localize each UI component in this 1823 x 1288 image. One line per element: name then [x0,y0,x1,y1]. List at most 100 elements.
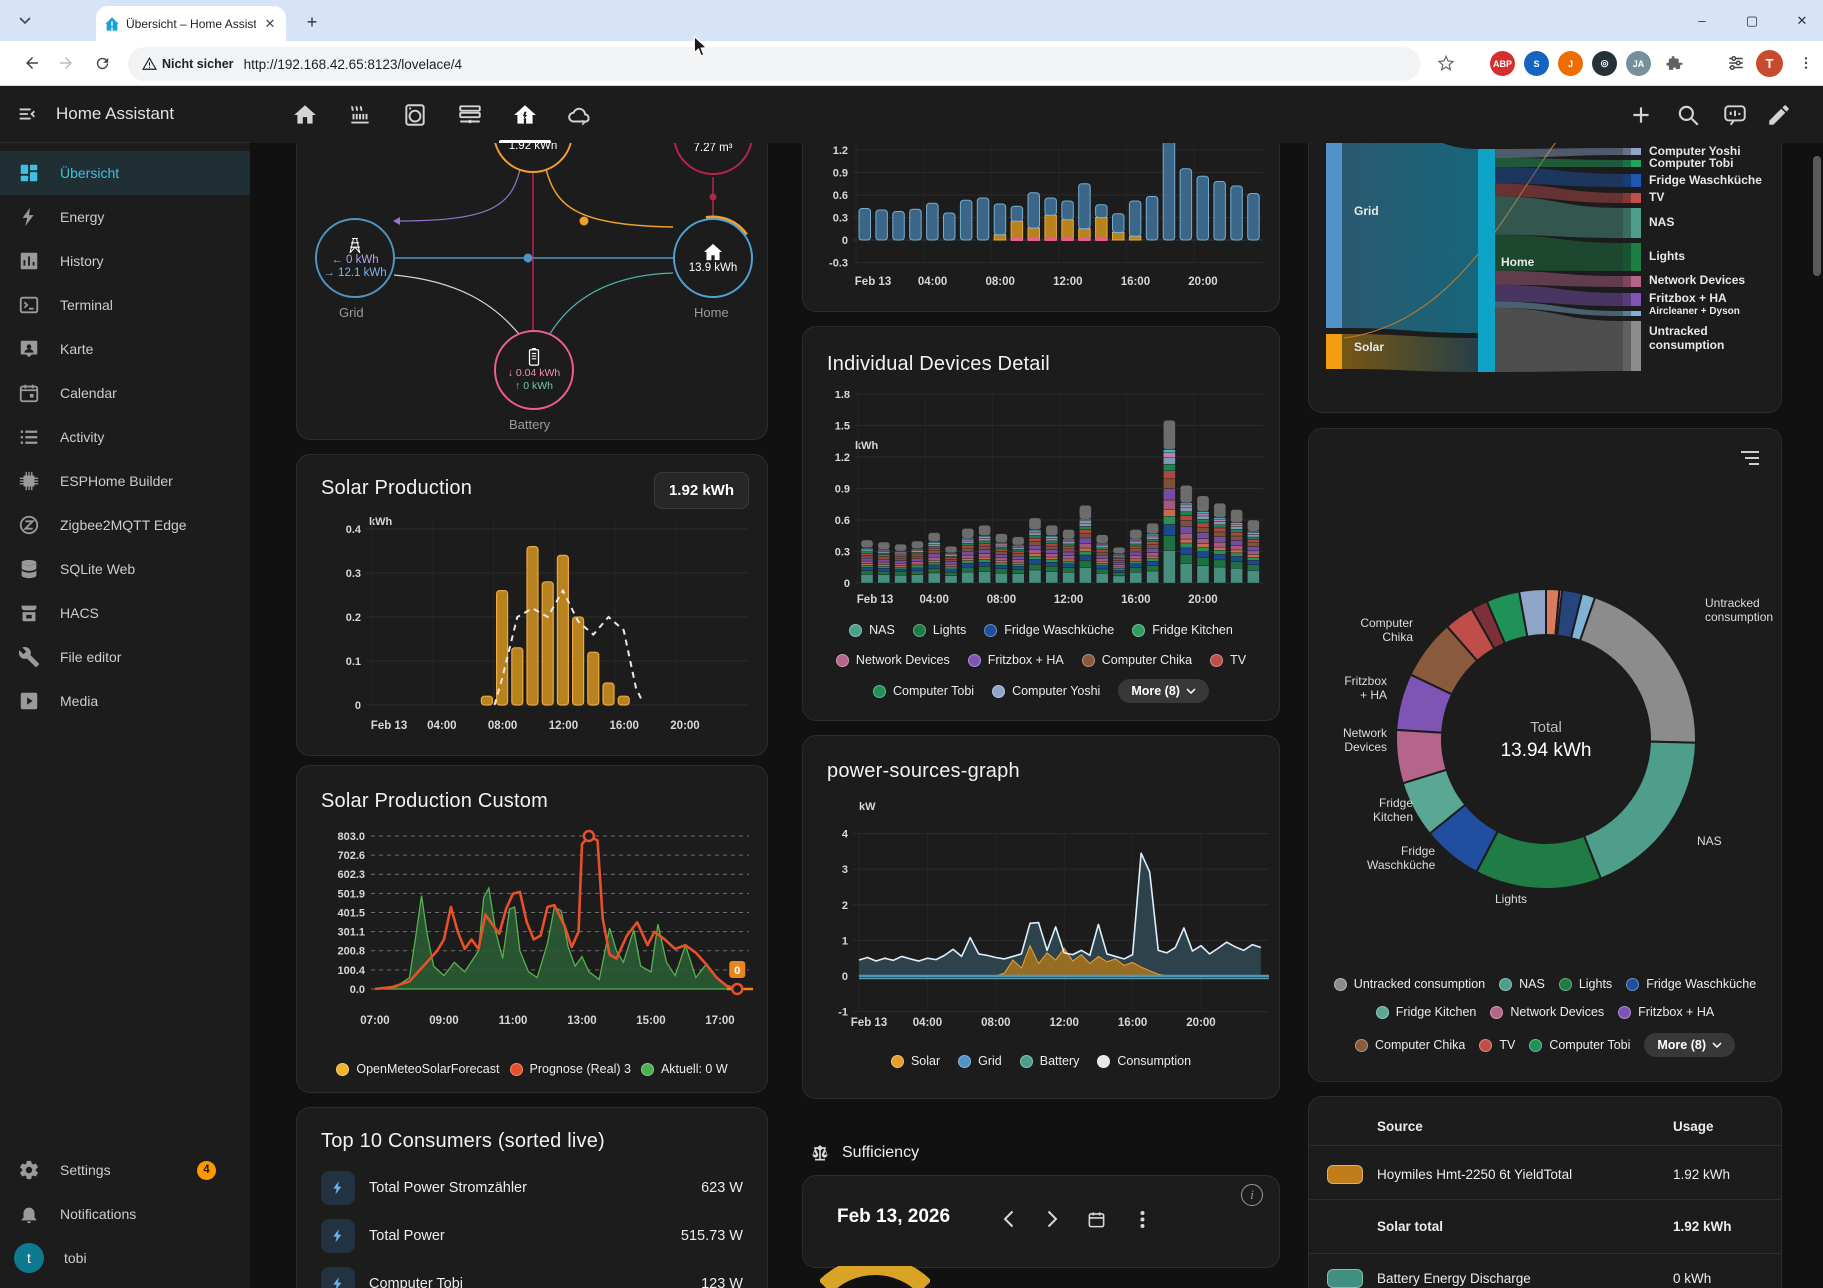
legend-item[interactable]: Grid [958,1054,1002,1068]
legend-item[interactable]: Fridge Kitchen [1375,1005,1476,1019]
legend-item[interactable]: Network Devices [1490,1005,1604,1019]
tab-covers-icon[interactable] [457,102,483,128]
date-prev-button[interactable] [991,1202,1025,1236]
legend-item[interactable]: Aktuell: 0 W [640,1062,728,1076]
sidebar-item-file-editor[interactable]: File editor [0,635,250,679]
security-warning[interactable]: Nicht sicher [142,57,234,71]
svg-text:702.6: 702.6 [337,850,365,862]
home-node[interactable]: 13.9 kWh [673,218,753,298]
sliders-icon[interactable] [1722,49,1750,77]
extension-blue-icon[interactable]: S [1524,51,1549,76]
grid-node[interactable]: ← 0 kWh → 12.1 kWh [315,218,395,298]
legend-item[interactable]: Fritzbox + HA [1618,1005,1714,1019]
window-minimize-button[interactable]: – [1698,13,1706,28]
legend-item[interactable]: TV [1479,1038,1515,1052]
add-icon[interactable] [1628,102,1654,128]
window-maximize-button[interactable]: ▢ [1745,12,1759,28]
tab-search-button[interactable] [12,8,38,34]
legend-item[interactable]: Computer Yoshi [992,684,1100,698]
date-next-button[interactable] [1035,1202,1069,1236]
legend-item[interactable]: Computer Tobi [873,684,974,698]
sort-menu-icon[interactable] [1741,451,1759,465]
page-scrollbar[interactable] [1813,156,1821,276]
sidebar-item-activity[interactable]: Activity [0,415,250,459]
sidebar-item-settings[interactable]: Settings 4 [0,1148,250,1192]
sidebar-item-history[interactable]: History [0,239,250,283]
legend-more-button[interactable]: More (8) [1118,679,1209,703]
sidebar-item-calendar[interactable]: Calendar [0,371,250,415]
tab-energy-icon[interactable] [512,102,538,128]
assist-chat-icon[interactable] [1722,102,1748,128]
legend-more-button[interactable]: More (8) [1644,1033,1735,1057]
legend-item[interactable]: OpenMeteoSolarForecast [336,1062,500,1076]
sidebar-toggle-icon[interactable] [16,103,38,125]
legend-item[interactable]: Network Devices [835,653,950,667]
sankey-solar-label: Solar [1354,340,1385,354]
legend-item[interactable]: Solar [890,1054,940,1068]
sidebar-item-esphome[interactable]: ESPHome Builder [0,459,250,503]
svg-text:20:00: 20:00 [1186,1017,1215,1029]
legend-item[interactable]: Computer Chika [1355,1038,1465,1052]
consumer-row[interactable]: Computer Tobi 123 W [321,1266,743,1288]
sidebar-item-terminal[interactable]: Terminal [0,283,250,327]
extension-adblock-icon[interactable]: ABP [1490,51,1515,76]
new-tab-button[interactable]: + [306,12,318,32]
extension-orange-icon[interactable]: J [1558,51,1583,76]
calendar-picker-icon[interactable] [1079,1202,1113,1236]
reload-button[interactable] [88,49,116,77]
tab-close-icon[interactable]: ✕ [264,15,276,31]
browser-menu-icon[interactable] [1792,49,1820,77]
legend-item[interactable]: Prognose (Real) 3 [509,1062,631,1076]
legend-item[interactable]: Fritzbox + HA [967,653,1064,667]
svg-text:0.6: 0.6 [833,190,848,202]
legend-dot [1499,977,1513,991]
legend-item[interactable]: NAS [849,623,895,637]
svg-text:12:00: 12:00 [1054,594,1083,606]
legend-item[interactable]: Fridge Kitchen [1132,623,1233,637]
extensions-puzzle-icon[interactable] [1660,49,1688,77]
info-icon[interactable]: i [1241,1184,1263,1206]
sidebar-item-notifications[interactable]: Notifications [0,1192,250,1236]
sidebar-item-uebersicht[interactable]: Übersicht [0,151,250,195]
sidebar-item-energy[interactable]: Energy [0,195,250,239]
search-icon[interactable] [1675,102,1701,128]
forward-button[interactable] [52,49,80,77]
sidebar-item-karte[interactable]: Karte [0,327,250,371]
browser-tab[interactable]: Übersicht – Home Assistant ✕ [96,6,286,41]
window-close-button[interactable]: ✕ [1796,12,1808,28]
battery-node[interactable]: ↓ 0.04 kWh ↑ 0 kWh [494,330,574,410]
legend-item[interactable]: TV [1210,653,1246,667]
url-bar[interactable]: Nicht sicher http://192.168.42.65:8123/l… [128,47,1420,81]
sidebar-item-user[interactable]: t tobi [0,1236,250,1280]
browser-profile-avatar[interactable]: T [1756,50,1783,77]
svg-text:17:00: 17:00 [705,1015,734,1027]
sidebar-item-hacs[interactable]: HACS [0,591,250,635]
consumer-row[interactable]: Total Power 515.73 W [321,1218,743,1254]
legend-item[interactable]: Computer Tobi [1529,1038,1630,1052]
sidebar-item-zigbee2mqtt[interactable]: Zigbee2MQTT Edge [0,503,250,547]
svg-text:Feb 13: Feb 13 [851,1017,887,1029]
edit-pencil-icon[interactable] [1766,102,1792,128]
legend-item[interactable]: Consumption [1097,1054,1191,1068]
legend-item[interactable]: Computer Chika [1081,653,1192,667]
bookmark-star-icon[interactable] [1432,49,1460,77]
tab-heating-icon[interactable] [347,102,373,128]
svg-text:1: 1 [842,935,848,947]
extension-lens-icon[interactable]: ◎ [1592,51,1617,76]
date-menu-icon[interactable] [1125,1202,1159,1236]
legend-item[interactable]: NAS [1499,977,1545,991]
legend-item[interactable]: Fridge Waschküche [984,623,1114,637]
sidebar-item-media[interactable]: Media [0,679,250,723]
tab-weather-icon[interactable] [567,102,593,128]
legend-item[interactable]: Fridge Waschküche [1626,977,1756,991]
legend-item[interactable]: Untracked consumption [1333,977,1485,991]
tab-laundry-icon[interactable] [402,102,428,128]
legend-item[interactable]: Lights [1558,977,1612,991]
back-button[interactable] [18,49,46,77]
consumer-row[interactable]: Total Power Stromzähler 623 W [321,1170,743,1206]
extension-gray-icon[interactable]: JA [1626,51,1651,76]
legend-item[interactable]: Lights [912,623,966,637]
tab-home-icon[interactable] [292,102,318,128]
legend-item[interactable]: Battery [1019,1054,1079,1068]
sidebar-item-sqlite[interactable]: SQLite Web [0,547,250,591]
